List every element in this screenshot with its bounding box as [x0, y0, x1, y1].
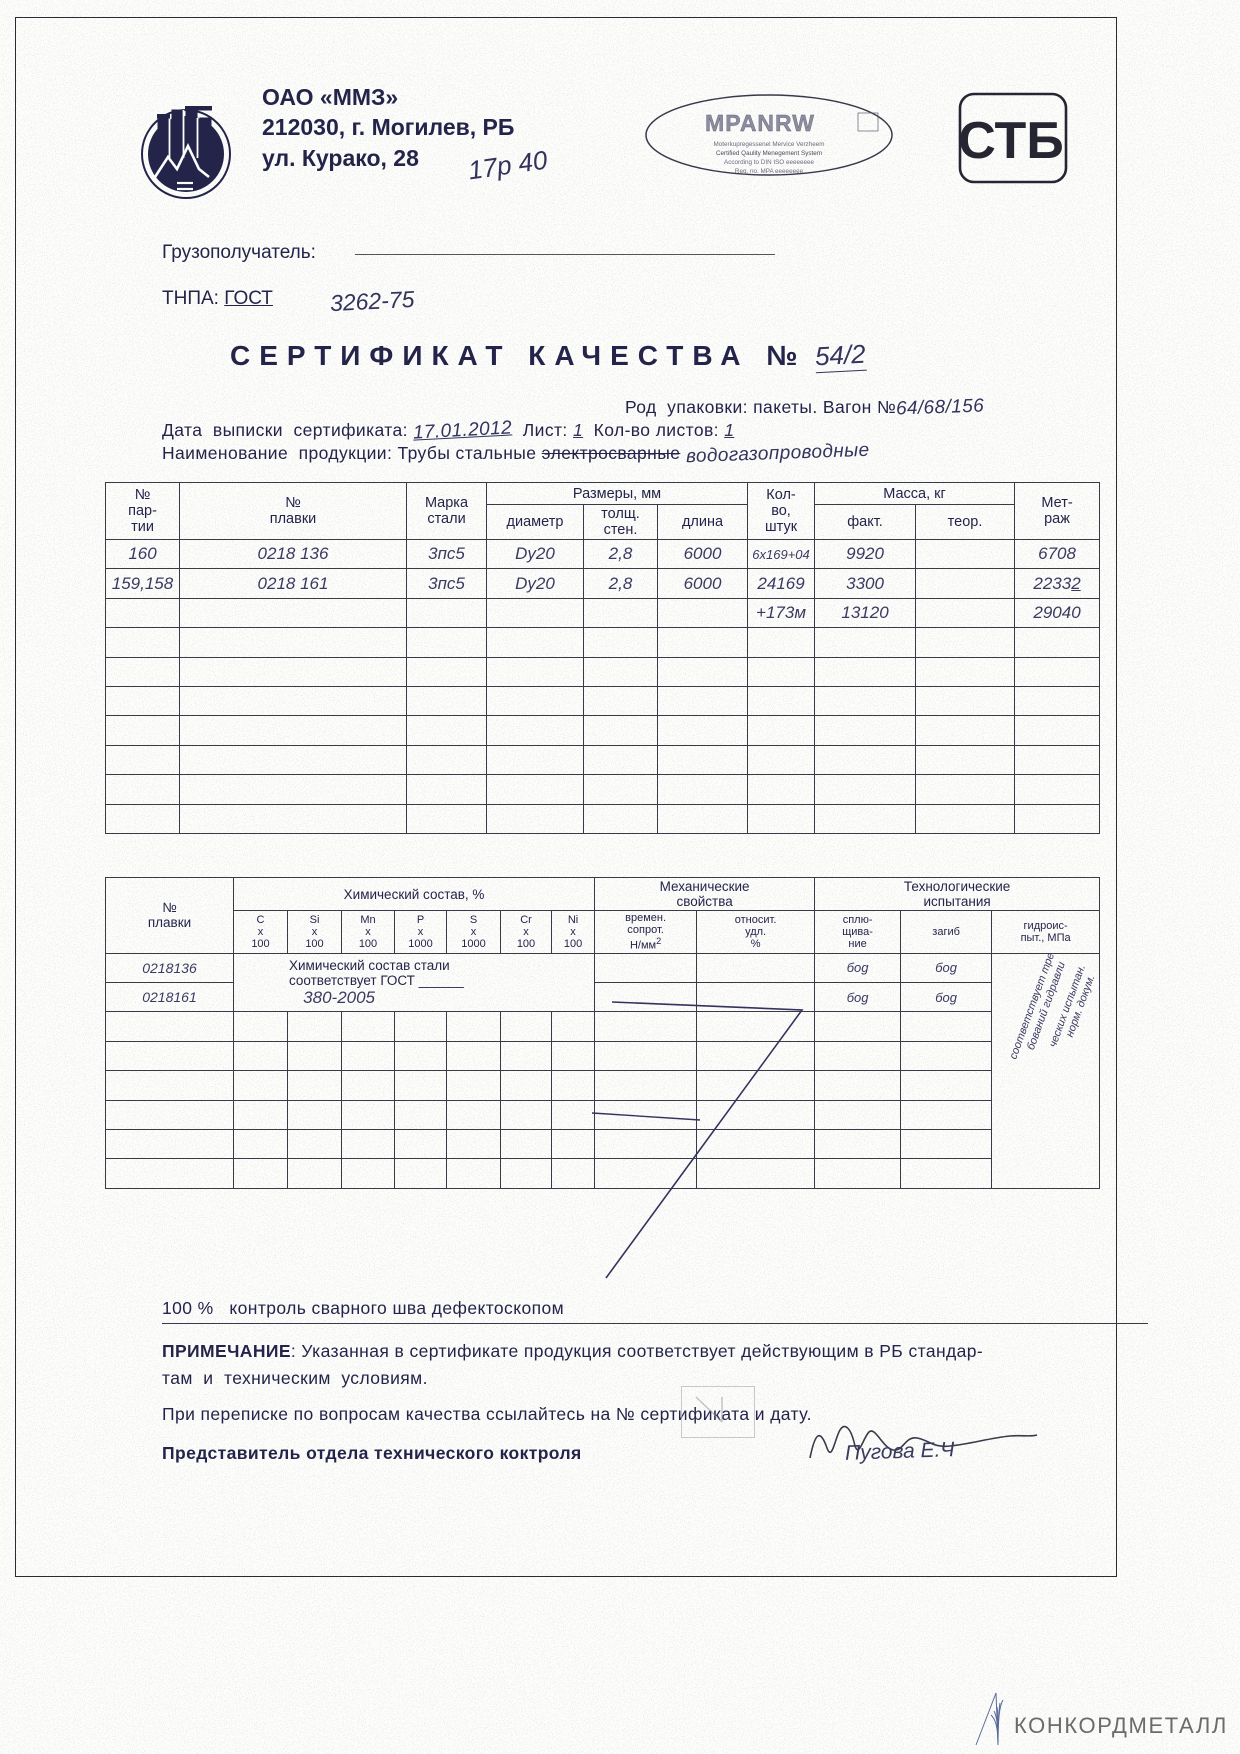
svg-text:КОНКОРДМЕТАЛЛ: КОНКОРДМЕТАЛЛ: [1014, 1713, 1228, 1738]
svg-text:MPANRW: MPANRW: [705, 110, 815, 136]
svg-text:Reg. no. MPA eeeeeeee: Reg. no. MPA eeeeeeee: [735, 168, 804, 175]
svg-text:Certified Qaulity Menegement S: Certified Qaulity Menegement System: [716, 150, 822, 157]
svg-text:According to DIN ISO eeeeeeee: According to DIN ISO eeeeeeee: [724, 159, 814, 166]
svg-text:Moterkupregessenel Mervice Ver: Moterkupregessenel Mervice Verzheem: [714, 141, 825, 148]
svg-text:СТБ: СТБ: [958, 112, 1063, 170]
